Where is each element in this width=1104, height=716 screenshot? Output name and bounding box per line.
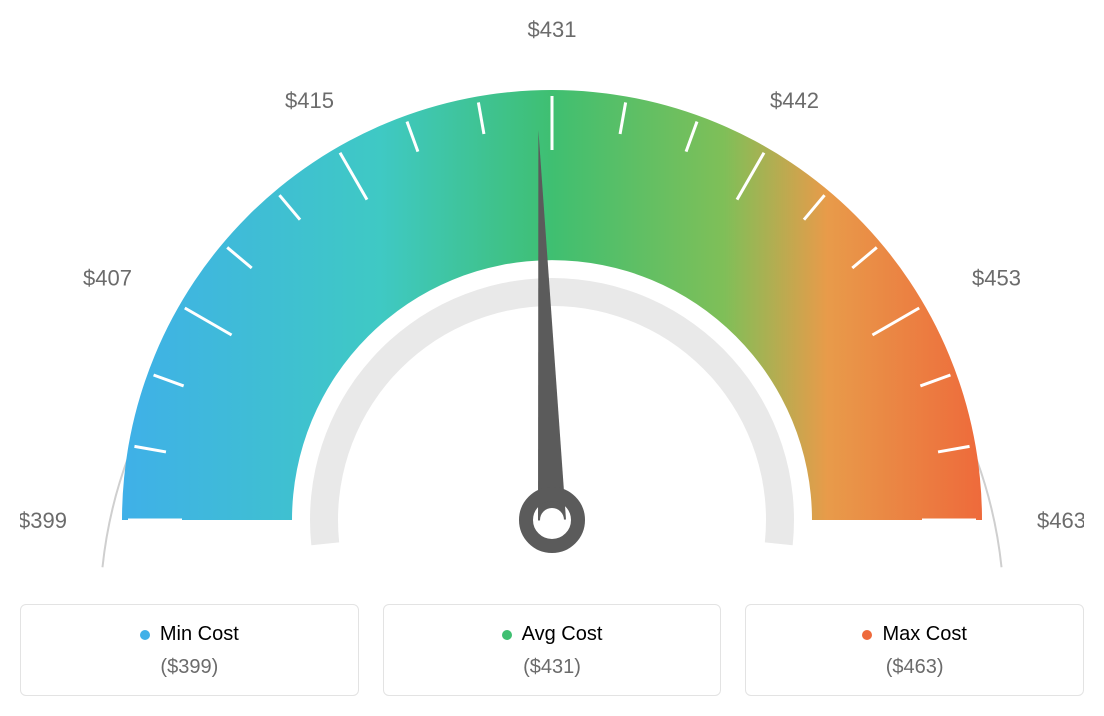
svg-text:$453: $453	[972, 266, 1021, 291]
svg-text:$431: $431	[528, 20, 577, 42]
legend-card-min: Min Cost ($399)	[20, 604, 359, 696]
legend-card-avg: Avg Cost ($431)	[383, 604, 722, 696]
legend-title-max-text: Max Cost	[882, 623, 966, 646]
dot-max	[862, 630, 872, 640]
legend-title-min-text: Min Cost	[160, 623, 239, 646]
svg-text:$442: $442	[770, 88, 819, 113]
svg-text:$399: $399	[20, 508, 67, 533]
legend-title-max: Max Cost	[862, 623, 966, 646]
legend-value-min: ($399)	[33, 656, 346, 679]
dot-min	[140, 630, 150, 640]
legend-title-min: Min Cost	[140, 623, 239, 646]
svg-text:$415: $415	[285, 88, 334, 113]
legend-title-avg-text: Avg Cost	[522, 623, 603, 646]
legend-card-max: Max Cost ($463)	[745, 604, 1084, 696]
gauge-svg: $399 $407 $415 $431 $442 $453 $463	[20, 20, 1084, 580]
dot-avg	[502, 630, 512, 640]
legend-title-avg: Avg Cost	[502, 623, 603, 646]
svg-text:$407: $407	[83, 266, 132, 291]
legend-value-max: ($463)	[758, 656, 1071, 679]
svg-text:$463: $463	[1037, 508, 1084, 533]
cost-gauge: $399 $407 $415 $431 $442 $453 $463 Min Cost ($…	[20, 20, 1084, 696]
legend-value-avg: ($431)	[396, 656, 709, 679]
legend-row: Min Cost ($399) Avg Cost ($431) Max Cost…	[20, 604, 1084, 696]
